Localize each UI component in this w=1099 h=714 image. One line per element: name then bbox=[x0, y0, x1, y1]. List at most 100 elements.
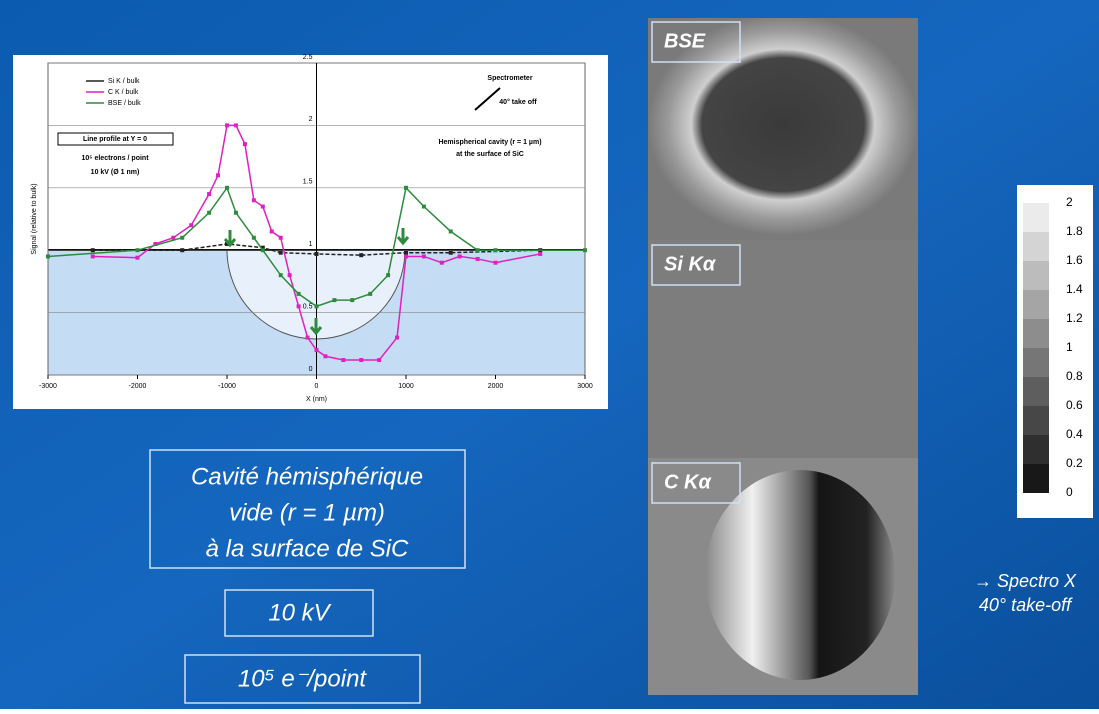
point bbox=[91, 254, 95, 258]
x-tick-label: 1000 bbox=[398, 383, 414, 390]
point bbox=[297, 304, 301, 308]
y-tick-label: 2 bbox=[309, 116, 313, 123]
point bbox=[279, 236, 283, 240]
legend-label: Si K / bulk bbox=[108, 78, 140, 85]
colorbar-swatch bbox=[1023, 203, 1049, 232]
x-tick-label: -1000 bbox=[218, 383, 236, 390]
colorbar-label: 2 bbox=[1066, 195, 1073, 209]
y-axis-title: Signal (relative to bulk) bbox=[31, 183, 38, 254]
point bbox=[332, 298, 336, 302]
point bbox=[404, 254, 408, 258]
c-image bbox=[705, 470, 895, 680]
point bbox=[404, 186, 408, 190]
colorbar-swatch bbox=[1023, 435, 1049, 464]
point bbox=[341, 358, 345, 362]
image-label: BSE bbox=[664, 30, 706, 52]
point bbox=[395, 336, 399, 340]
annotation: 40° take off bbox=[499, 98, 537, 106]
annotation: Hemispherical cavity (r = 1 µm) bbox=[438, 139, 541, 146]
legend-label: BSE / bulk bbox=[108, 100, 141, 107]
point bbox=[440, 261, 444, 265]
image-label: Si Kα bbox=[664, 253, 717, 275]
colorbar-label: 1.4 bbox=[1066, 282, 1083, 296]
point bbox=[261, 248, 265, 252]
point bbox=[359, 358, 363, 362]
spectro-text: 40° take-off bbox=[979, 595, 1073, 615]
colorbar-swatch bbox=[1023, 348, 1049, 377]
point bbox=[252, 198, 256, 202]
point bbox=[315, 304, 319, 308]
colorbar-label: 1 bbox=[1066, 340, 1073, 354]
point bbox=[323, 354, 327, 358]
y-tick-label: 2.5 bbox=[303, 54, 313, 61]
slide: 00.511.522.5-3000-2000-10000100020003000… bbox=[0, 0, 1099, 709]
annotation: Spectrometer bbox=[487, 75, 532, 82]
colorbar-label: 0.6 bbox=[1066, 398, 1083, 412]
legend-label: C K / bulk bbox=[108, 89, 139, 96]
point bbox=[234, 123, 238, 127]
point bbox=[583, 248, 587, 252]
colorbar-swatch bbox=[1023, 464, 1049, 493]
point bbox=[476, 257, 480, 261]
cavity-text: à la surface de SiC bbox=[206, 535, 409, 562]
point bbox=[136, 256, 140, 260]
point bbox=[449, 229, 453, 233]
colorbar-label: 0 bbox=[1066, 485, 1073, 499]
colorbar-label: 0.8 bbox=[1066, 369, 1083, 383]
colorbar-label: 1.2 bbox=[1066, 311, 1083, 325]
colorbar-label: 0.4 bbox=[1066, 427, 1083, 441]
point bbox=[216, 173, 220, 177]
point bbox=[261, 205, 265, 209]
point bbox=[404, 251, 408, 255]
point bbox=[91, 248, 95, 252]
annotation: at the surface of SiC bbox=[456, 151, 524, 158]
point bbox=[207, 211, 211, 215]
x-axis-title: X (nm) bbox=[306, 396, 327, 403]
colorbar-label: 1.6 bbox=[1066, 253, 1083, 267]
point bbox=[279, 273, 283, 277]
dose-text: 10⁵ e⁻/point bbox=[238, 665, 368, 692]
colorbar-label: 0.2 bbox=[1066, 456, 1083, 470]
annotation: 10 kV (Ø 1 nm) bbox=[91, 169, 140, 176]
point bbox=[189, 223, 193, 227]
point bbox=[315, 348, 319, 352]
point bbox=[538, 252, 542, 256]
point bbox=[368, 292, 372, 296]
point bbox=[279, 251, 283, 255]
colorbar-swatch bbox=[1023, 406, 1049, 435]
point bbox=[136, 248, 140, 252]
point bbox=[377, 358, 381, 362]
point bbox=[458, 254, 462, 258]
point bbox=[359, 253, 363, 257]
point bbox=[46, 254, 50, 258]
point bbox=[252, 236, 256, 240]
point bbox=[494, 248, 498, 252]
point bbox=[315, 252, 319, 256]
point bbox=[225, 186, 229, 190]
point bbox=[422, 254, 426, 258]
point bbox=[234, 211, 238, 215]
point bbox=[422, 205, 426, 209]
colorbar-swatch bbox=[1023, 261, 1049, 290]
point bbox=[386, 273, 390, 277]
image-label: C Kα bbox=[664, 471, 712, 493]
point bbox=[350, 298, 354, 302]
colorbar-swatch bbox=[1023, 232, 1049, 261]
point bbox=[207, 192, 211, 196]
x-tick-label: 3000 bbox=[577, 383, 593, 390]
spectro-text: → Spectro X bbox=[974, 571, 1077, 591]
x-tick-label: 2000 bbox=[488, 383, 504, 390]
point bbox=[494, 261, 498, 265]
cavity-text: Cavité hémisphérique bbox=[191, 463, 423, 490]
point bbox=[180, 248, 184, 252]
point bbox=[297, 292, 301, 296]
y-tick-label: 0.5 bbox=[303, 303, 313, 310]
x-tick-label: -2000 bbox=[129, 383, 147, 390]
colorbar-swatch bbox=[1023, 319, 1049, 348]
point bbox=[449, 251, 453, 255]
colorbar-label: 1.8 bbox=[1066, 224, 1083, 238]
voltage-text: 10 kV bbox=[268, 599, 331, 626]
annotation: Line profile at Y = 0 bbox=[83, 136, 147, 143]
point bbox=[225, 123, 229, 127]
annotation: 10⁵ electrons / point bbox=[81, 155, 149, 162]
